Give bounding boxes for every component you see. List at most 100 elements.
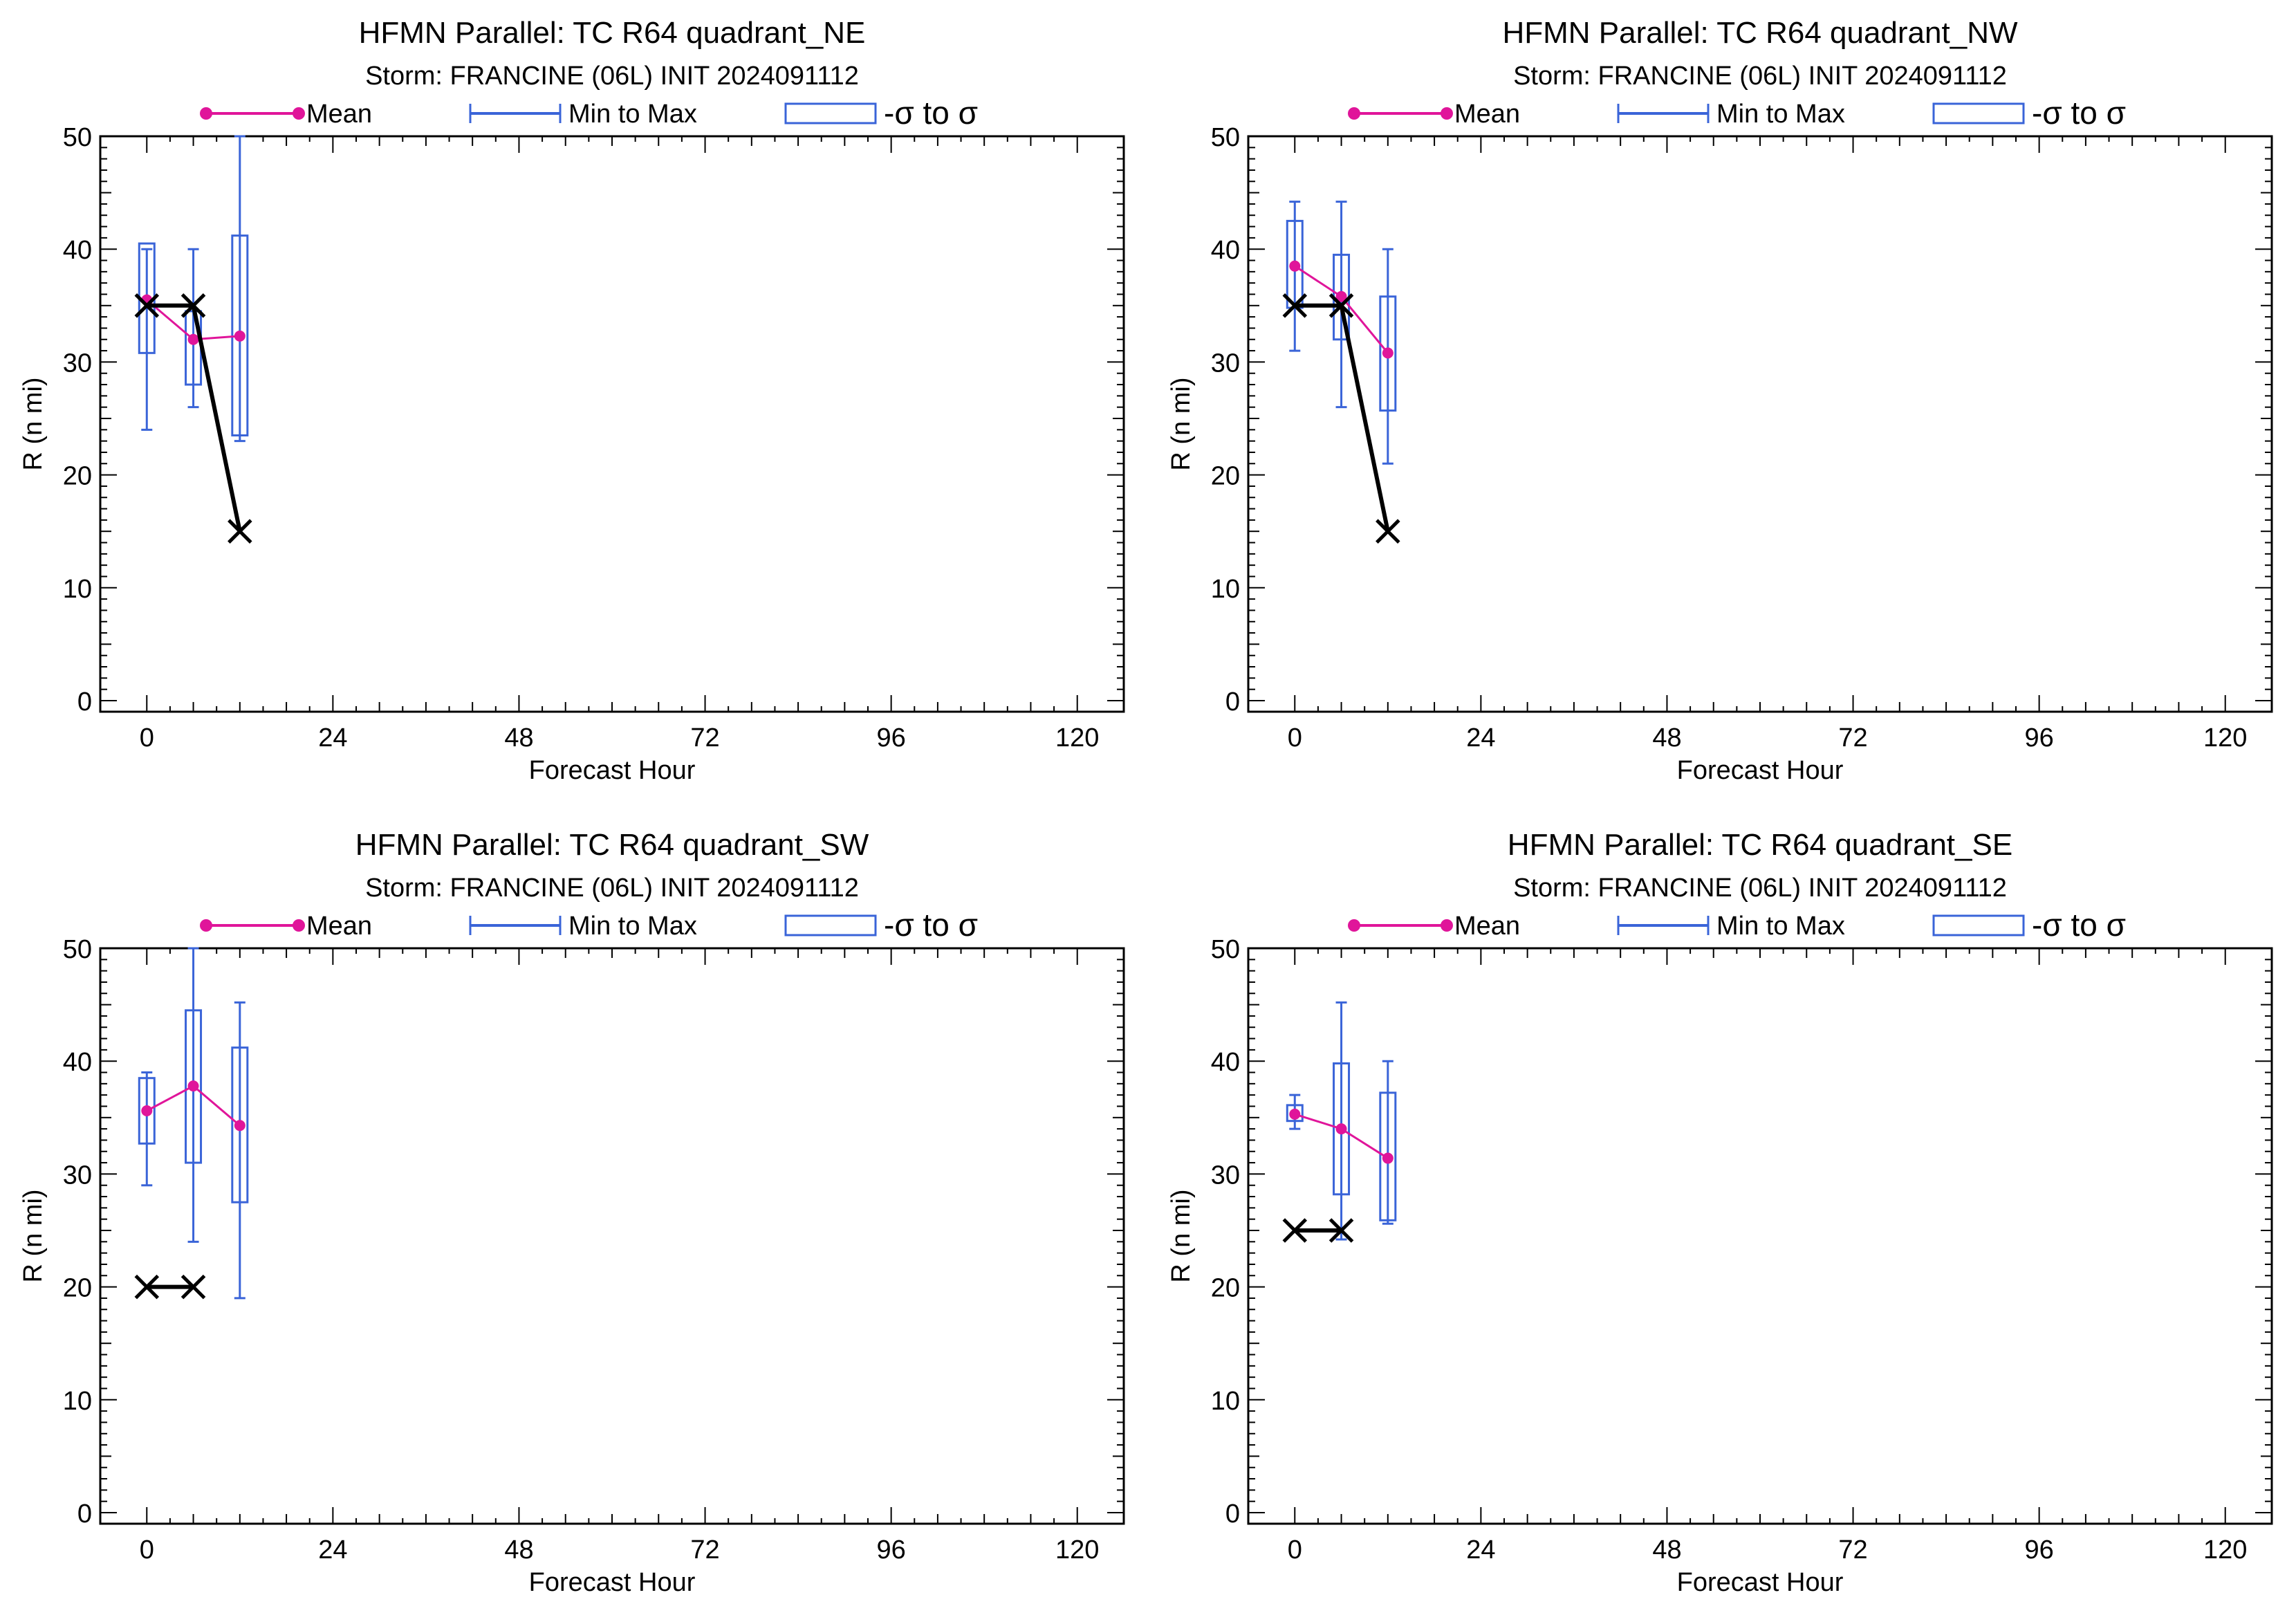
x-tick-label: 96 bbox=[876, 723, 905, 753]
x-tick-label: 0 bbox=[1288, 723, 1302, 753]
y-axis-label: R (n mi) bbox=[1167, 1189, 1196, 1282]
sigma-box bbox=[1286, 1104, 1304, 1123]
chart-subtitle: Storm: FRANCINE (06L) INIT 2024091112 bbox=[1513, 874, 2007, 903]
x-axis-label: Forecast Hour bbox=[1677, 756, 1844, 785]
mean-point bbox=[1335, 1123, 1347, 1135]
x-tick-label: 24 bbox=[318, 723, 347, 753]
x-tick-label: 0 bbox=[140, 723, 154, 753]
y-axis: 0 10 20 30 40 50 R (n mi) bbox=[19, 935, 1124, 1529]
x-axis-label: Forecast Hour bbox=[529, 756, 696, 785]
legend-mean-marker bbox=[1348, 919, 1360, 932]
legend-mean-label: Mean bbox=[306, 912, 372, 941]
sigma-box bbox=[231, 1046, 249, 1203]
x-axis: 0 24 48 72 96 120 Forecast Hour bbox=[140, 948, 1099, 1597]
y-axis-label: R (n mi) bbox=[19, 377, 48, 470]
series-best-track bbox=[134, 293, 252, 544]
best-track-marker bbox=[1328, 1218, 1354, 1243]
legend-sigma-box bbox=[1932, 914, 2025, 936]
legend-sigma-label: -σ to σ bbox=[2032, 95, 2126, 131]
plot-frame bbox=[1247, 135, 2273, 713]
x-tick-label: 120 bbox=[2203, 1535, 2247, 1565]
y-tick-label: 50 bbox=[63, 123, 92, 152]
plot-frame bbox=[99, 947, 1125, 1525]
legend-mean-marker bbox=[200, 919, 212, 932]
mean-point bbox=[1335, 290, 1347, 302]
chart-title: HFMN Parallel: TC R64 quadrant_SE bbox=[1508, 828, 2012, 862]
series-best-track bbox=[1282, 293, 1400, 544]
legend-mean-label: Mean bbox=[1454, 912, 1520, 941]
x-axis-label: Forecast Hour bbox=[529, 1568, 696, 1597]
y-axis-label: R (n mi) bbox=[19, 1189, 48, 1282]
chart-title: HFMN Parallel: TC R64 quadrant_NE bbox=[359, 16, 866, 50]
series-ensemble bbox=[1286, 1001, 1397, 1241]
plot-frame bbox=[1247, 947, 2273, 1525]
y-tick-label: 30 bbox=[63, 349, 92, 378]
best-track-marker bbox=[1282, 1218, 1308, 1243]
y-tick-label: 0 bbox=[77, 1500, 92, 1529]
mean-point bbox=[1382, 1152, 1394, 1164]
legend-mean-marker bbox=[1348, 107, 1360, 120]
legend-sigma-label: -σ to σ bbox=[884, 95, 978, 131]
x-tick-label: 48 bbox=[1652, 1535, 1681, 1565]
best-track-marker bbox=[180, 1274, 206, 1300]
x-tick-label: 48 bbox=[1652, 723, 1681, 753]
mean-point bbox=[234, 1120, 246, 1132]
chart-title: HFMN Parallel: TC R64 quadrant_NW bbox=[1503, 16, 2018, 50]
chart-panel-2: HFMN Parallel: TC R64 quadrant_NW Storm: … bbox=[1167, 16, 2273, 785]
best-track-marker bbox=[134, 293, 160, 318]
chart-panel-1: HFMN Parallel: TC R64 quadrant_NE Storm: … bbox=[19, 16, 1125, 785]
x-tick-label: 120 bbox=[2203, 723, 2247, 753]
y-axis: 0 10 20 30 40 50 R (n mi) bbox=[1167, 123, 2272, 717]
best-track-marker bbox=[1282, 293, 1308, 318]
sigma-box bbox=[231, 234, 249, 436]
y-tick-label: 40 bbox=[63, 236, 92, 265]
legend-mean-marker bbox=[1441, 919, 1453, 932]
legend: Mean Min to Max -σ to σ bbox=[200, 95, 978, 131]
y-tick-label: 20 bbox=[63, 1274, 92, 1303]
legend-mean-label: Mean bbox=[306, 100, 372, 129]
legend-minmax-label: Min to Max bbox=[568, 912, 697, 941]
x-axis: 0 24 48 72 96 120 Forecast Hour bbox=[1288, 136, 2247, 785]
legend-minmax-label: Min to Max bbox=[1716, 100, 1845, 129]
y-tick-label: 20 bbox=[1211, 462, 1240, 491]
mean-point bbox=[187, 1080, 199, 1092]
series-best-track bbox=[1282, 1218, 1354, 1243]
y-tick-label: 40 bbox=[1211, 236, 1240, 265]
legend: Mean Min to Max -σ to σ bbox=[200, 907, 978, 943]
x-tick-label: 72 bbox=[1838, 1535, 1867, 1565]
legend-mean-marker bbox=[293, 919, 305, 932]
mean-point bbox=[141, 1105, 153, 1117]
sigma-box bbox=[1379, 1091, 1397, 1221]
y-tick-label: 0 bbox=[1225, 688, 1240, 717]
y-tick-label: 30 bbox=[63, 1161, 92, 1190]
y-axis-label: R (n mi) bbox=[1167, 377, 1196, 470]
chart-subtitle: Storm: FRANCINE (06L) INIT 2024091112 bbox=[1513, 62, 2007, 91]
y-tick-label: 50 bbox=[1211, 935, 1240, 964]
y-tick-label: 0 bbox=[1225, 1500, 1240, 1529]
x-axis: 0 24 48 72 96 120 Forecast Hour bbox=[140, 136, 1099, 785]
x-axis: 0 24 48 72 96 120 Forecast Hour bbox=[1288, 948, 2247, 1597]
legend-mean-marker bbox=[1441, 107, 1453, 120]
legend-mean-marker bbox=[293, 107, 305, 120]
y-tick-label: 20 bbox=[1211, 1274, 1240, 1303]
mean-point bbox=[1289, 1108, 1301, 1120]
legend-mean-marker bbox=[200, 107, 212, 120]
chart-subtitle: Storm: FRANCINE (06L) INIT 2024091112 bbox=[365, 874, 859, 903]
legend: Mean Min to Max -σ to σ bbox=[1348, 95, 2126, 131]
x-tick-label: 120 bbox=[1055, 1535, 1099, 1565]
chart-panel-4: HFMN Parallel: TC R64 quadrant_SE Storm: … bbox=[1167, 828, 2273, 1597]
best-track-marker bbox=[134, 1274, 160, 1300]
y-tick-label: 10 bbox=[63, 575, 92, 604]
best-track-marker bbox=[228, 519, 252, 544]
legend-sigma-box bbox=[1932, 102, 2025, 124]
legend: Mean Min to Max -σ to σ bbox=[1348, 907, 2126, 943]
series-ensemble bbox=[1286, 201, 1397, 465]
x-tick-label: 24 bbox=[1466, 723, 1495, 753]
y-axis: 0 10 20 30 40 50 R (n mi) bbox=[1167, 935, 2272, 1529]
y-tick-label: 50 bbox=[1211, 123, 1240, 152]
x-tick-label: 48 bbox=[504, 723, 533, 753]
plot-frame bbox=[99, 135, 1125, 713]
legend-sigma-label: -σ to σ bbox=[884, 907, 978, 943]
legend-minmax-label: Min to Max bbox=[568, 100, 697, 129]
